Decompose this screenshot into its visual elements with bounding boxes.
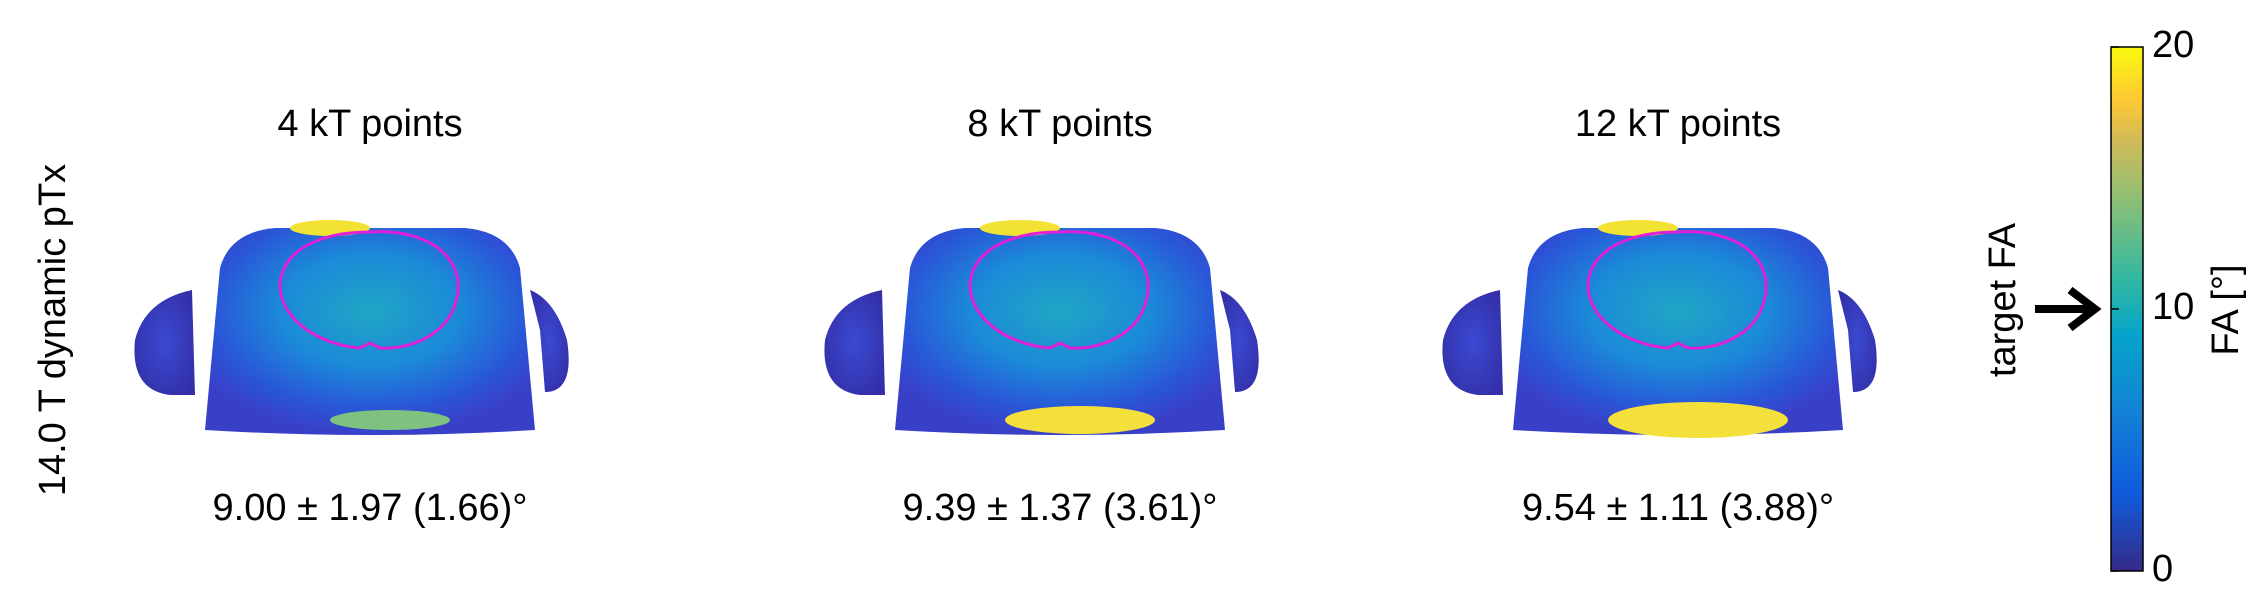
map-lobe-left bbox=[824, 290, 885, 395]
map-lobe-right bbox=[530, 290, 569, 392]
row-label: 14.0 T dynamic pTx bbox=[32, 164, 74, 496]
colorbar-tick-label: 0 bbox=[2152, 548, 2173, 590]
fa-map bbox=[134, 220, 569, 435]
roi-contour bbox=[968, 230, 1150, 350]
map-lobe-right bbox=[1220, 290, 1259, 392]
map-lobe-left bbox=[134, 290, 195, 395]
panel-stats: 9.00 ± 1.97 (1.66)° bbox=[213, 487, 528, 529]
panel-stats: 9.54 ± 1.11 (3.88)° bbox=[1522, 487, 1834, 529]
map-hotspot bbox=[1005, 406, 1155, 434]
panel-title: 12 kT points bbox=[1575, 103, 1781, 145]
panel-title: 4 kT points bbox=[277, 103, 462, 145]
panel-title: 8 kT points bbox=[967, 103, 1152, 145]
map-hotspot bbox=[1608, 402, 1788, 438]
target-label: target FA bbox=[1982, 222, 2024, 377]
map-lobe-right bbox=[1838, 290, 1877, 392]
colorbar-tick-label: 20 bbox=[2152, 24, 2194, 66]
fa-map bbox=[824, 220, 1259, 435]
map-body bbox=[895, 228, 1225, 435]
panel-stats: 9.39 ± 1.37 (3.61)° bbox=[903, 487, 1218, 529]
colorbar-tick-label: 10 bbox=[2152, 286, 2194, 328]
fa-map bbox=[1442, 220, 1877, 438]
map-hotspot bbox=[330, 410, 450, 430]
roi-contour bbox=[278, 230, 460, 350]
map-lobe-left bbox=[1442, 290, 1503, 395]
map-body bbox=[205, 228, 535, 435]
target-arrow bbox=[2035, 286, 2102, 332]
colorbar-label: FA [°] bbox=[2205, 264, 2247, 355]
map-body bbox=[1513, 228, 1843, 435]
roi-contour bbox=[1586, 230, 1768, 350]
